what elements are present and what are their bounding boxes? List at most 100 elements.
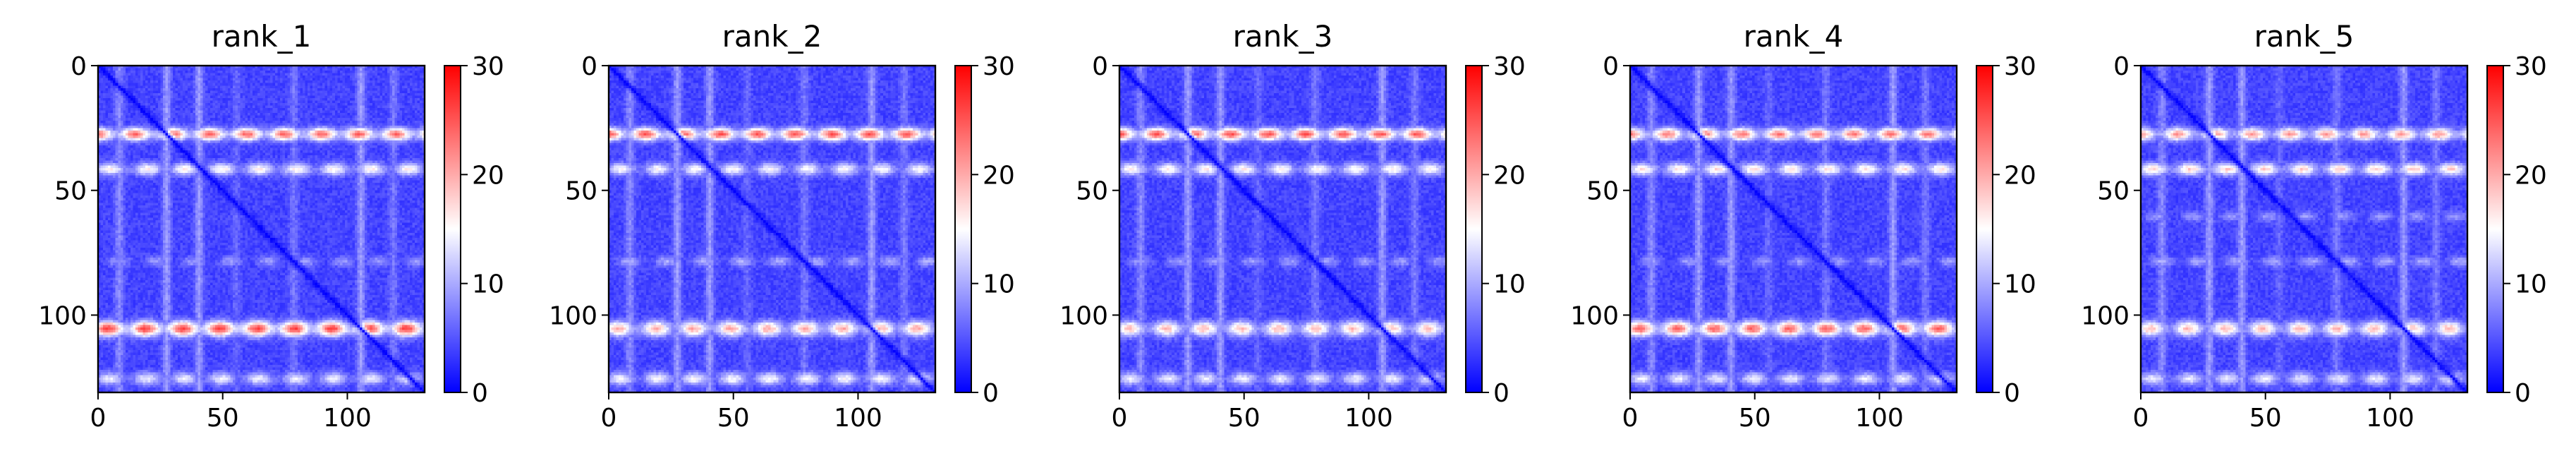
- heatmap-cell: [293, 73, 296, 76]
- heatmap-cell: [397, 68, 400, 71]
- heatmap-cell: [262, 73, 265, 76]
- heatmap-cell: [145, 71, 148, 73]
- heatmap-cell: [285, 68, 288, 71]
- heatmap-cell: [121, 71, 123, 73]
- heatmap-cell: [101, 78, 104, 81]
- heatmap-cell: [332, 76, 335, 78]
- heatmap-cell: [272, 76, 275, 78]
- heatmap-cell: [295, 76, 298, 78]
- heatmap-cell: [183, 78, 186, 81]
- heatmap-cell: [303, 73, 305, 76]
- heatmap-cell: [397, 76, 400, 78]
- heatmap-cell: [377, 71, 380, 73]
- heatmap-cell: [160, 73, 163, 76]
- heatmap-cell: [290, 71, 293, 73]
- heatmap-cell: [116, 68, 119, 71]
- heatmap-cell: [327, 73, 330, 76]
- heatmap-cell: [365, 71, 367, 73]
- heatmap-cell: [118, 73, 121, 76]
- heatmap-cell: [347, 73, 350, 76]
- heatmap-cell: [116, 78, 119, 81]
- heatmap-cell: [342, 68, 345, 71]
- heatmap-cell: [186, 76, 188, 78]
- heatmap-cell: [225, 71, 228, 73]
- heatmap-cell: [303, 76, 305, 78]
- heatmap-cell: [293, 68, 296, 71]
- heatmap-cell: [225, 73, 228, 76]
- heatmap-cell: [405, 71, 408, 73]
- heatmap-cell: [143, 76, 146, 78]
- heatmap-cell: [327, 71, 330, 73]
- heatmap-cell: [325, 68, 328, 71]
- heatmap-cell: [295, 73, 298, 76]
- heatmap-cell: [153, 71, 156, 73]
- heatmap-cell: [390, 71, 393, 73]
- heatmap-cell: [405, 68, 408, 71]
- heatmap-cell: [400, 76, 403, 78]
- heatmap-cell: [332, 71, 335, 73]
- heatmap-cell: [202, 73, 205, 76]
- heatmap-cell: [363, 76, 365, 78]
- heatmap-cell: [322, 68, 325, 71]
- heatmap-cell: [298, 73, 300, 76]
- heatmap-cell: [342, 73, 345, 76]
- heatmap-cell: [130, 76, 133, 78]
- heatmap-cell: [153, 73, 156, 76]
- heatmap-cell: [153, 76, 156, 78]
- heatmap-cell: [158, 78, 161, 81]
- heatmap-cell: [140, 68, 143, 71]
- heatmap-cell: [395, 71, 398, 73]
- heatmap-cell: [106, 71, 109, 73]
- heatmap-cell: [377, 76, 380, 78]
- heatmap-cell: [400, 68, 403, 71]
- heatmap-cell: [340, 71, 343, 73]
- heatmap-cell: [230, 76, 233, 78]
- heatmap-cell: [320, 71, 323, 73]
- heatmap-cell: [181, 68, 183, 71]
- heatmap-cell: [165, 76, 168, 78]
- heatmap-cell: [108, 78, 111, 81]
- heatmap-cell: [360, 71, 363, 73]
- heatmap-cell: [257, 73, 260, 76]
- heatmap-cell: [158, 68, 161, 71]
- heatmap-cell: [183, 68, 186, 71]
- heatmap-cell: [171, 68, 174, 71]
- heatmap-cell: [135, 78, 138, 81]
- heatmap-cell: [379, 68, 382, 71]
- heatmap-cell: [347, 76, 350, 78]
- heatmap-cell: [355, 68, 358, 71]
- heatmap-cell: [370, 71, 372, 73]
- heatmap-cell: [272, 73, 275, 76]
- heatmap-cell: [312, 68, 315, 71]
- heatmap-cell: [123, 71, 126, 73]
- heatmap-cell: [315, 76, 317, 78]
- heatmap-cell: [415, 76, 418, 78]
- heatmap-cell: [384, 73, 387, 76]
- heatmap-cell: [171, 73, 174, 76]
- heatmap-cell: [160, 68, 163, 71]
- heatmap-cell: [327, 68, 330, 71]
- heatmap-cell: [410, 71, 413, 73]
- heatmap-cell: [108, 76, 111, 78]
- heatmap-cell: [121, 78, 123, 81]
- heatmap-cell: [290, 68, 293, 71]
- heatmap-cell: [188, 71, 190, 73]
- heatmap-cell: [121, 73, 123, 76]
- heatmap-cell: [121, 76, 123, 78]
- heatmap-cell: [225, 68, 228, 71]
- heatmap-cell: [312, 73, 315, 76]
- heatmap-cell: [176, 78, 178, 81]
- heatmap-cell: [335, 68, 338, 71]
- heatmap-cell: [213, 78, 216, 81]
- heatmap-cell: [210, 71, 213, 73]
- heatmap-cell: [325, 73, 328, 76]
- heatmap-cell: [103, 68, 106, 71]
- heatmap-cell: [240, 73, 243, 76]
- heatmap-cell: [265, 73, 268, 76]
- heatmap-cell: [148, 78, 151, 81]
- heatmap-cell: [171, 76, 174, 78]
- heatmap-cell: [176, 73, 178, 76]
- heatmap-cell: [267, 68, 270, 71]
- heatmap-cell: [118, 71, 121, 73]
- heatmap-cell: [370, 68, 372, 71]
